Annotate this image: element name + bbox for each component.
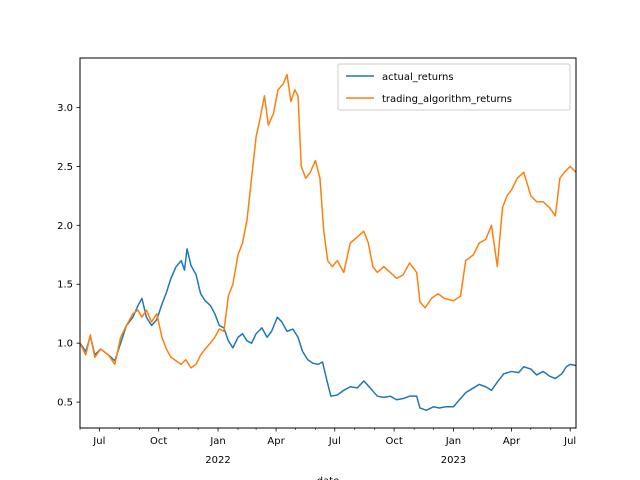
legend-label-actual-returns: actual_returns xyxy=(382,72,454,83)
plot-area-frame xyxy=(79,57,577,429)
x-tick-label: Oct xyxy=(385,436,402,447)
x-tick-label: Jan xyxy=(445,436,461,447)
x-tick-year-label: 2022 xyxy=(205,455,230,466)
y-tick-label: 2.0 xyxy=(57,221,73,232)
y-axis: 0.5 1.0 1.5 2.0 2.5 3.0 xyxy=(57,103,80,409)
series-line-actual-returns xyxy=(80,248,576,412)
y-tick-label: 1.0 xyxy=(57,339,73,350)
x-tick-label: Jul xyxy=(328,436,341,447)
y-tick-label: 1.5 xyxy=(57,280,73,291)
x-tick-year-label: 2023 xyxy=(441,455,466,466)
y-tick-label: 3.0 xyxy=(57,103,73,114)
x-tick-label: Jan xyxy=(209,436,225,447)
x-tick-label: Oct xyxy=(150,436,167,447)
x-tick-label: Jul xyxy=(92,436,105,447)
y-tick-label: 2.5 xyxy=(57,162,73,173)
series-line-trading-algorithm-returns xyxy=(80,73,576,369)
legend-box xyxy=(337,63,571,111)
x-tick-label: Apr xyxy=(267,436,285,447)
x-axis: Jul Oct Jan 2022 Apr Jul Oct Jan 2023 Apr Jul xyxy=(79,428,576,466)
x-tick-label: Apr xyxy=(503,436,521,447)
x-axis-title: date xyxy=(317,476,340,480)
legend: actual_returns trading_algorithm_returns xyxy=(337,63,571,111)
x-tick-label: Jul xyxy=(563,436,576,447)
series-layer xyxy=(80,73,576,412)
legend-label-trading-algorithm-returns: trading_algorithm_returns xyxy=(382,94,512,105)
y-tick-label: 0.5 xyxy=(57,398,73,409)
